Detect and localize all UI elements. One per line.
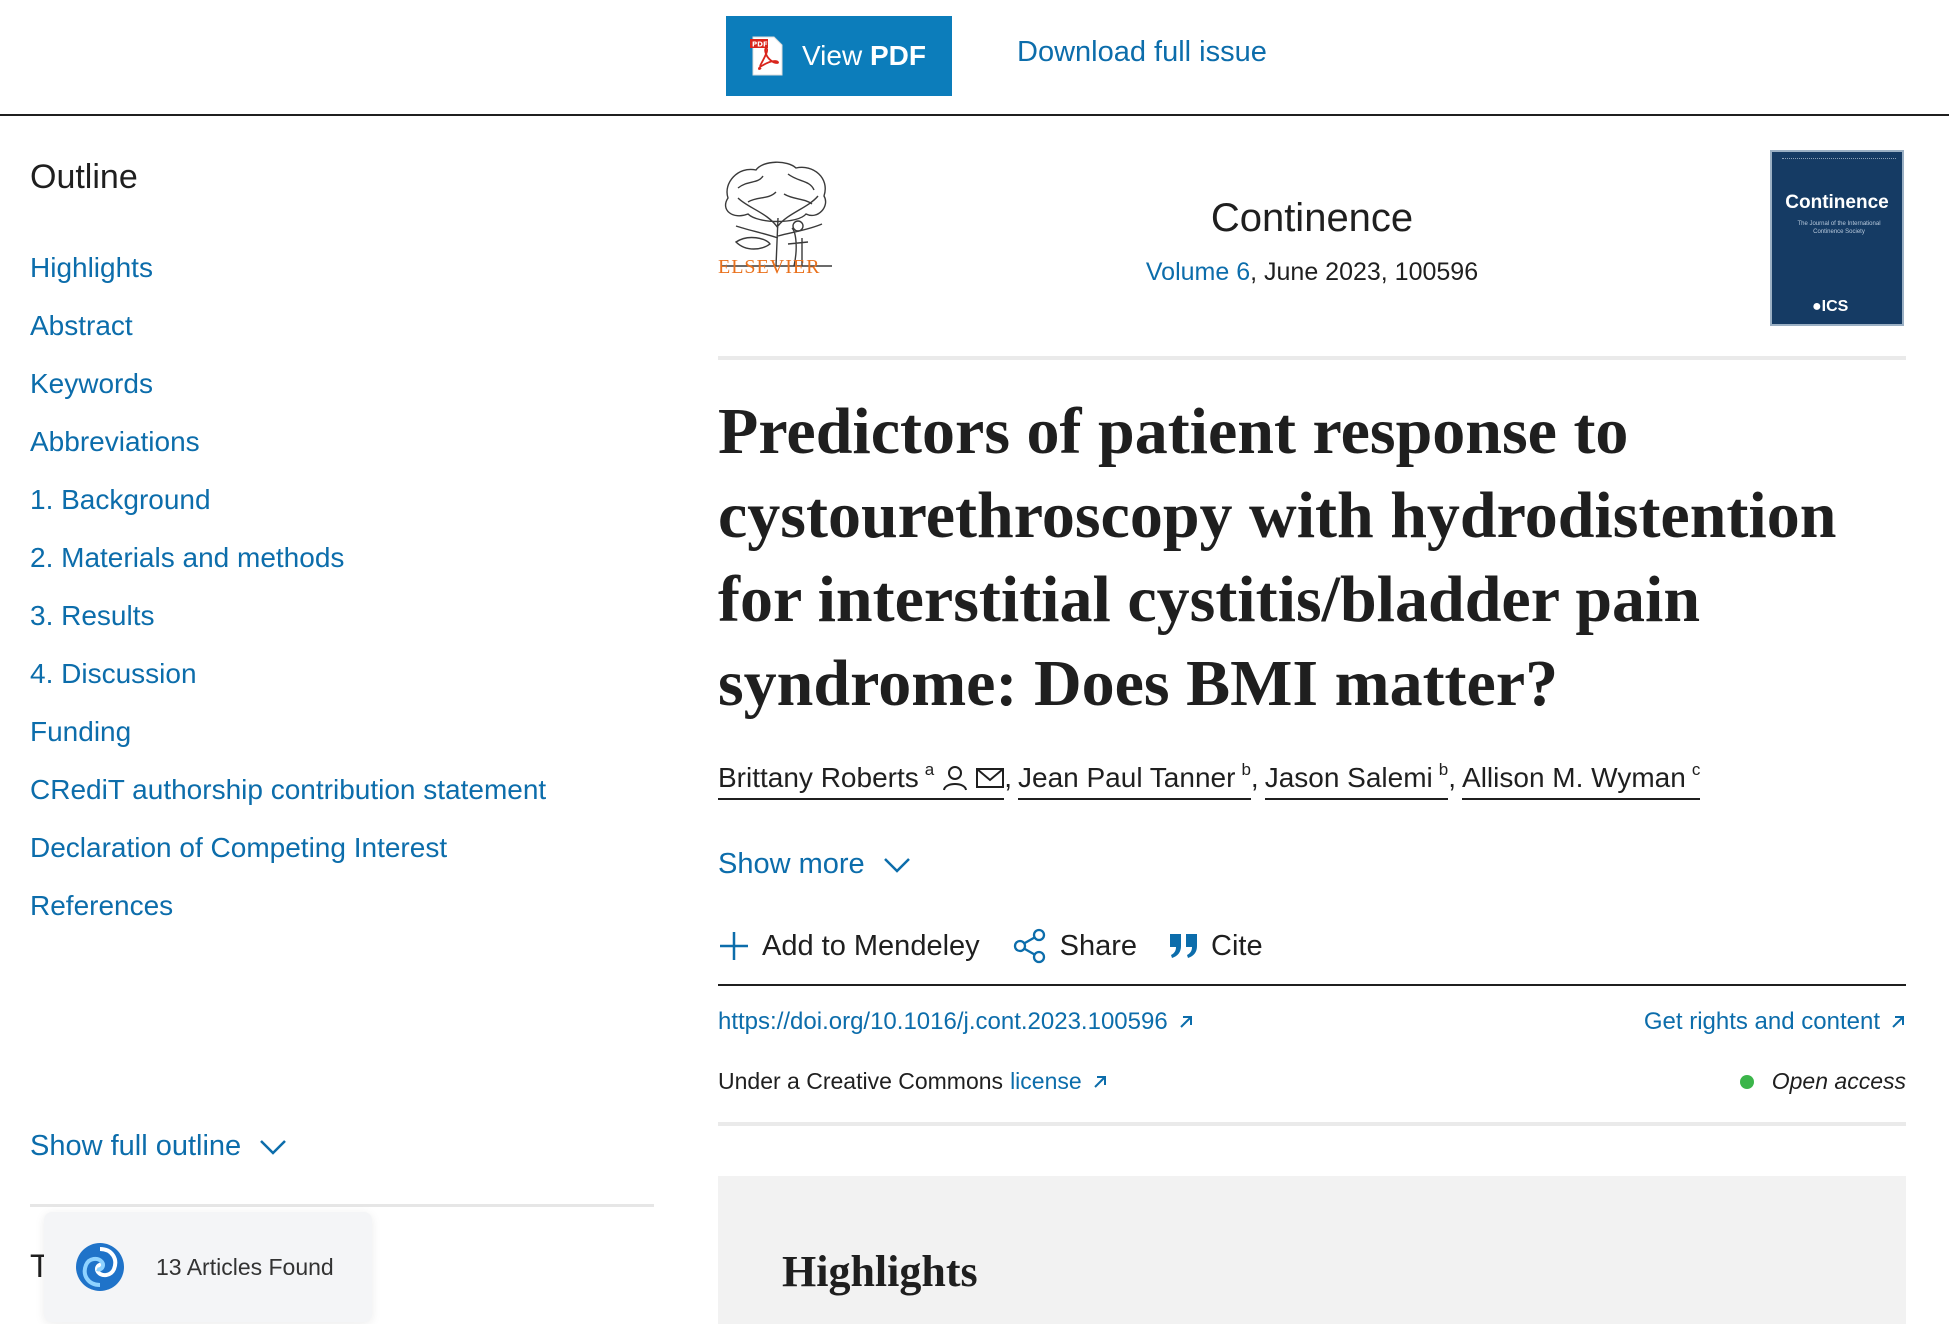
license-prefix: Under a Creative Commons [718,1068,1004,1094]
swirl-logo-icon [76,1243,124,1291]
add-to-mendeley-button[interactable]: Add to Mendeley [718,930,980,963]
license-statement: Under a Creative Commons license [718,1068,1108,1095]
author-separator: , [1250,762,1259,793]
header-divider [718,356,1906,360]
journal-name[interactable]: Continence [1210,196,1414,240]
envelope-icon [976,768,1005,788]
external-link-icon [1179,1016,1192,1028]
outline-item-background[interactable]: 1. Background [30,484,211,515]
share-button[interactable]: Share [1012,928,1137,964]
journal-issue-info: Volume 6, June 2023, 100596 [718,258,1906,287]
outline-item-competing-interest[interactable]: Declaration of Competing Interest [30,832,448,863]
actions-divider [718,984,1906,986]
doi-link[interactable]: https://doi.org/10.1016/j.cont.2023.1005… [718,1008,1194,1036]
pdf-file-icon: PDF [750,36,783,76]
license-link[interactable]: license [1010,1068,1108,1095]
articles-found-toast[interactable]: 13 Articles Found [44,1212,372,1322]
cover-ics-brand: ●ICS [1812,298,1849,315]
author-link[interactable]: Jason Salemi b [1264,760,1449,800]
sidebar-divider [30,1204,654,1207]
author-link[interactable]: Jean Paul Tanner b [1018,760,1251,800]
outline-item-results[interactable]: 3. Results [30,600,155,631]
outline-item-abbreviations[interactable]: Abbreviations [30,426,200,457]
view-pdf-button[interactable]: PDF View PDF [726,16,952,96]
external-link-icon [1093,1075,1106,1088]
journal-cover-image[interactable]: Continence The Journal of the Internatio… [1770,150,1904,326]
outline-item-credit-statement[interactable]: CRediT authorship contribution statement [30,774,547,805]
article-main: ELSEVIER Continence Volume 6, June 2023,… [718,118,1906,1324]
download-full-issue-link[interactable]: Download full issue [1017,36,1267,68]
outline-sidebar: Outline Highlights Abstract Keywords Abb… [0,118,680,1324]
share-icon [1013,928,1045,964]
cite-button[interactable]: Cite [1169,930,1263,963]
show-full-outline-button[interactable]: Show full outline [30,1130,287,1163]
person-icon [943,766,968,791]
article-actions: Add to Mendeley Share Cite [718,928,1295,964]
open-access-label: Open access [1771,1068,1906,1094]
outline-item-highlights[interactable]: Highlights [30,252,153,283]
elsevier-tree-logo[interactable] [718,148,836,278]
elsevier-wordmark: ELSEVIER [718,256,821,278]
author-separator: , [1448,762,1457,793]
volume-link[interactable]: Volume 6 [1145,258,1251,286]
author-separator: , [1004,762,1012,793]
cover-header-rule [1782,158,1896,160]
meta-divider [718,1122,1906,1126]
svg-text:PDF: PDF [752,41,768,49]
external-link-icon [1892,1016,1904,1028]
outline-item-discussion[interactable]: 4. Discussion [30,658,197,689]
outline-item-funding[interactable]: Funding [30,716,132,747]
cover-title: Continence [1785,192,1889,213]
top-toolbar: PDF View PDF Download full issue [0,0,1949,116]
highlights-section: Highlights [718,1176,1906,1324]
show-more-label: Show more [718,848,865,880]
open-access-badge: Open access [1739,1068,1906,1095]
show-full-outline-label: Show full outline [30,1130,242,1162]
article-title: Predictors of patient response to cystou… [718,395,1837,720]
plus-icon [720,932,748,960]
get-rights-link[interactable]: Get rights and content [1644,1008,1906,1036]
open-access-dot-icon [1739,1074,1754,1089]
cover-subtitle: The Journal of the International Contine… [1797,221,1881,235]
outline-item-references[interactable]: References [30,890,174,921]
show-more-button[interactable]: Show more [718,848,911,881]
outline-item-keywords[interactable]: Keywords [30,368,153,399]
issue-date-number: , June 2023, 100596 [1250,258,1479,286]
author-link[interactable]: Brittany Roberts a [718,760,1005,800]
view-pdf-label: View PDF [802,40,926,71]
outline-item-abstract[interactable]: Abstract [30,310,133,341]
highlights-heading: Highlights [782,1247,978,1296]
outline-title: Outline [30,158,138,196]
author-list: Brittany Roberts a , Jean Paul Tanner b , … [718,760,1701,800]
articles-found-text: 13 Articles Found [156,1253,334,1280]
quote-icon [1170,934,1198,958]
outline-item-materials-methods[interactable]: 2. Materials and methods [30,542,345,573]
author-link[interactable]: Allison M. Wyman c [1462,760,1701,800]
chevron-down-icon [260,1139,287,1155]
chevron-down-icon [883,857,910,873]
